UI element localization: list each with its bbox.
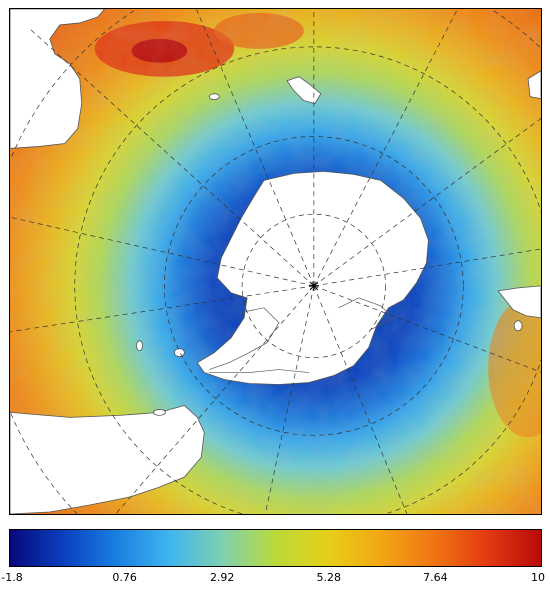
antarctica-land	[196, 170, 429, 385]
island-small-5	[513, 320, 523, 332]
sea-surface-temperature-map	[9, 8, 542, 515]
africa-land	[10, 404, 205, 514]
meridian-120	[313, 285, 541, 373]
colorbar-tick-label: 0.76	[112, 571, 137, 584]
colorbar-tick-label: 2.92	[209, 571, 235, 584]
colorbar-tick-label: 10	[531, 571, 545, 584]
meridian-330	[195, 9, 315, 287]
new-zealand-land	[527, 70, 541, 100]
island-small-2	[136, 340, 143, 352]
australia-land	[497, 285, 541, 319]
colorbar	[9, 529, 542, 567]
south-pole-marker	[308, 280, 319, 291]
island-small-3	[173, 348, 185, 358]
meridian-30	[313, 9, 458, 287]
meridian-90	[313, 248, 541, 287]
colorbar-tick-label: -1.8	[1, 571, 23, 584]
meridian-240	[10, 285, 314, 333]
colorbar-tick-label: 5.28	[316, 571, 342, 584]
meridian-180	[264, 285, 315, 514]
island-small-1	[208, 93, 220, 101]
colorbar-tick-label: 7.64	[423, 571, 448, 584]
latitude-circle-2	[164, 136, 464, 436]
map-canvas	[10, 9, 541, 514]
island-small-4	[153, 409, 166, 416]
graticule	[10, 9, 541, 514]
ice-shelf-lines	[209, 297, 395, 373]
colorbar-gradient	[10, 530, 541, 566]
island-south-georgia	[286, 76, 322, 105]
latitude-circle-1	[241, 213, 386, 358]
land-masses	[10, 9, 541, 514]
meridian-270	[10, 216, 314, 287]
meridian-300	[29, 28, 315, 287]
meridian-60	[313, 118, 541, 287]
